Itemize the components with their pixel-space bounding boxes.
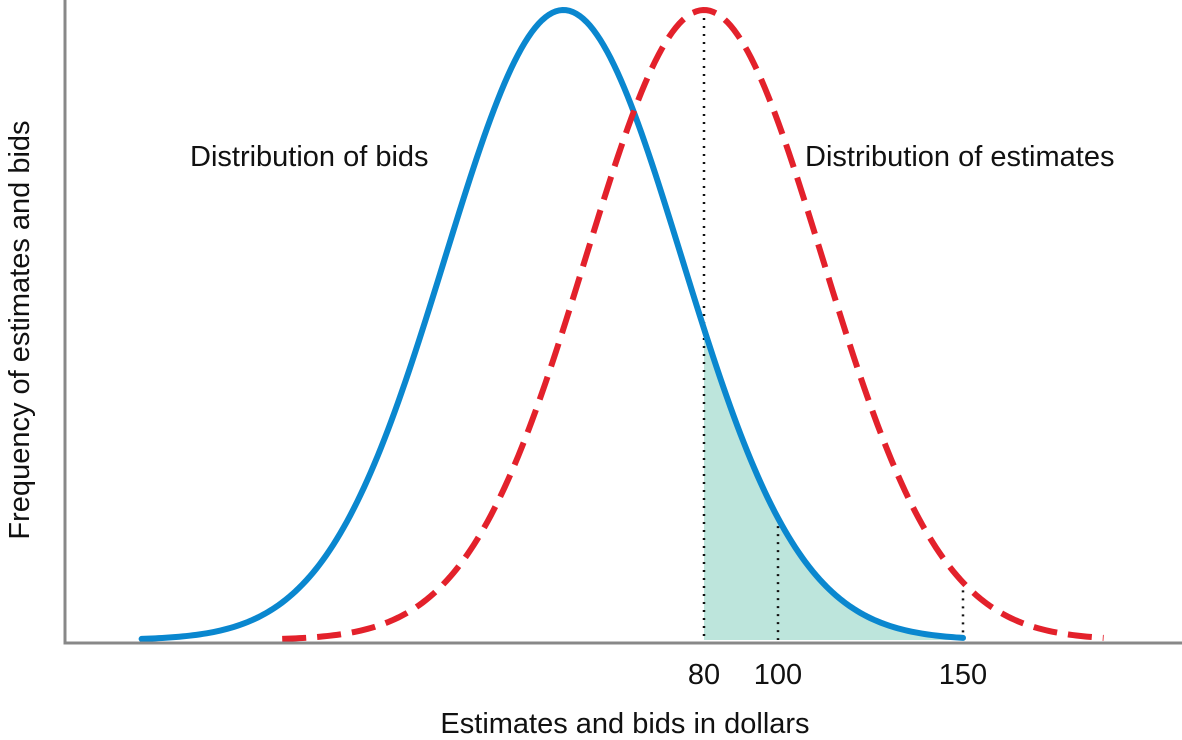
x-tick-label-80: 80 [688, 659, 720, 691]
x-axis-label: Estimates and bids in dollars [440, 708, 809, 740]
series-label-bids: Distribution of bids [190, 141, 429, 173]
x-tick-label-150: 150 [939, 659, 987, 691]
x-tick-label-100: 100 [754, 659, 802, 691]
series-label-estimates: Distribution of estimates [805, 141, 1114, 173]
y-axis-label: Frequency of estimates and bids [4, 120, 36, 539]
x-tick-labels: 80 100 150 [688, 659, 987, 691]
axes [63, 0, 1182, 645]
shaded-area [704, 328, 963, 640]
dotted-reference-lines [702, 10, 965, 640]
series-estimates-line [282, 7, 1104, 642]
series-bids-line [138, 7, 966, 642]
